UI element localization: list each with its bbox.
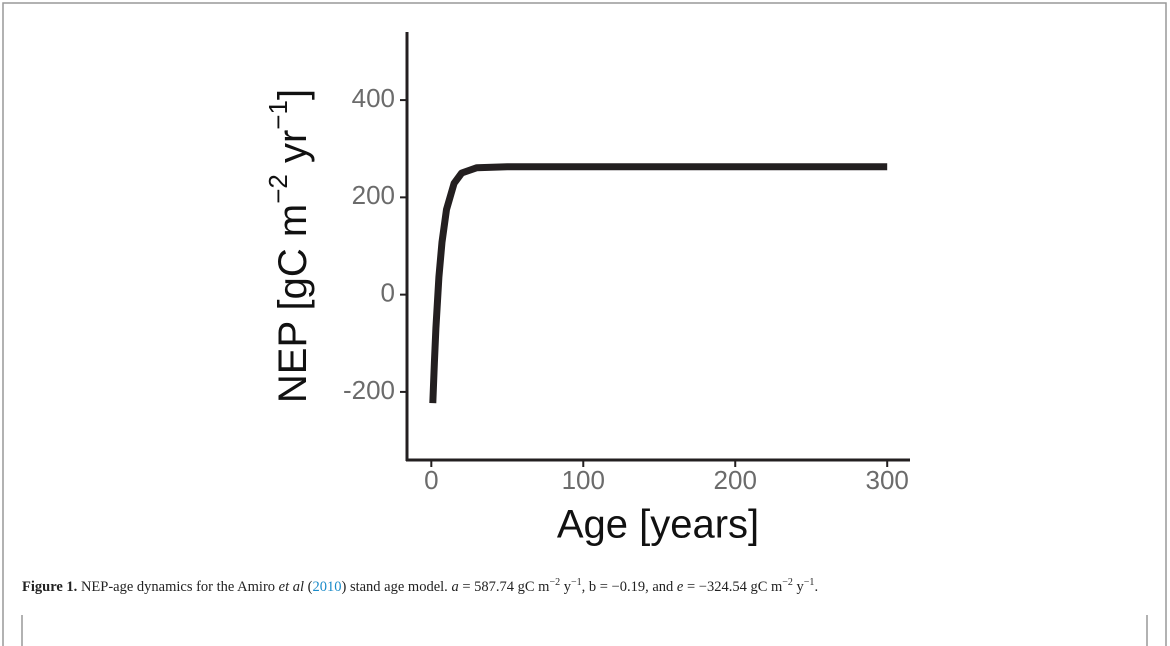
caption-sup: −2: [549, 577, 561, 588]
caption-text: = −324.54 gC m: [683, 578, 783, 595]
x-tick-label: 300: [866, 465, 909, 495]
y-tick-label: 0: [381, 278, 395, 308]
caption-sup: −1: [803, 577, 815, 588]
caption-text: y: [792, 578, 804, 595]
y-tick-label: 200: [352, 180, 395, 210]
x-axis-title: Age [years]: [557, 503, 759, 547]
caption-text: ) stand age model.: [341, 578, 452, 595]
caption-text: e: [676, 578, 684, 595]
x-tick-label: 0: [424, 465, 438, 495]
caption-text: a: [451, 578, 459, 595]
caption-text: .: [814, 578, 819, 595]
caption-text: , b = −0.19, and: [581, 578, 677, 595]
line: [429, 163, 888, 404]
caption-text: y: [560, 578, 571, 595]
caption-text: et al: [278, 578, 305, 595]
x-tick-label: 100: [562, 465, 605, 495]
caption-text: NEP-age dynamics for the Amiro: [77, 578, 279, 595]
y-tick-label: 400: [352, 83, 395, 113]
caption-sup: −1: [570, 577, 582, 588]
y-title-sup: −2: [263, 174, 293, 204]
caption-sup: −2: [782, 577, 793, 588]
y-title-part: yr: [271, 130, 315, 174]
y-title-part: ]: [271, 89, 315, 100]
caption: Figure 1. NEP-age dynamics for the Amiro…: [22, 577, 1152, 596]
y-title-part: NEP [gC m: [271, 204, 315, 403]
y-axis-title: NEP [gC m−2 yr−1]: [263, 89, 315, 403]
x-tick-label: 200: [714, 465, 757, 495]
caption-text: (: [304, 578, 313, 595]
caption-label: Figure 1.: [22, 578, 78, 595]
y-tick-label: -200: [343, 375, 395, 405]
citation-link[interactable]: 2010: [312, 578, 342, 595]
caption-text: = 587.74 gC m: [458, 578, 550, 595]
y-title-sup: −1: [263, 100, 293, 130]
